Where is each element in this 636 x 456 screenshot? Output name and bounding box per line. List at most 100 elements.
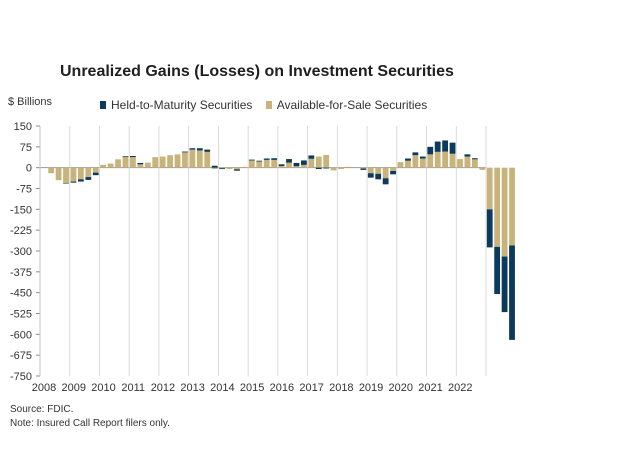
source-note: Source: FDIC. bbox=[10, 404, 74, 415]
bar-available-for-sale bbox=[300, 164, 307, 168]
bar-available-for-sale bbox=[375, 167, 382, 174]
bar-available-for-sale bbox=[115, 159, 121, 168]
bar-held-to-maturity bbox=[486, 209, 493, 248]
bar-available-for-sale bbox=[419, 158, 426, 168]
bar-available-for-sale bbox=[234, 167, 240, 170]
bar-held-to-maturity bbox=[63, 182, 69, 184]
bar-held-to-maturity bbox=[77, 179, 84, 182]
bar-available-for-sale bbox=[152, 157, 159, 168]
bar-available-for-sale bbox=[286, 162, 292, 168]
bar-held-to-maturity bbox=[300, 160, 307, 165]
bar-available-for-sale bbox=[271, 159, 278, 168]
x-tick-label: 2022 bbox=[448, 382, 472, 394]
chart-title: Unrealized Gains (Losses) on Investment … bbox=[60, 63, 454, 80]
bar-available-for-sale bbox=[330, 167, 337, 171]
bar-held-to-maturity bbox=[204, 149, 211, 152]
bar-available-for-sale bbox=[263, 159, 270, 168]
y-tick-label: -300 bbox=[10, 246, 32, 258]
bar-held-to-maturity bbox=[367, 173, 374, 178]
y-tick-label: -675 bbox=[10, 350, 32, 362]
bar-held-to-maturity bbox=[122, 156, 129, 158]
x-tick-label: 2009 bbox=[61, 382, 85, 394]
bar-held-to-maturity bbox=[449, 142, 456, 154]
bar-available-for-sale bbox=[189, 149, 196, 168]
bar-available-for-sale bbox=[137, 164, 144, 168]
bar-available-for-sale bbox=[100, 164, 107, 168]
bar-available-for-sale bbox=[55, 167, 62, 181]
bar-held-to-maturity bbox=[256, 160, 263, 162]
x-tick-label: 2021 bbox=[418, 382, 442, 394]
bar-held-to-maturity bbox=[219, 168, 226, 170]
bar-available-for-sale bbox=[405, 160, 411, 168]
bar-available-for-sale bbox=[397, 162, 404, 168]
bar-available-for-sale bbox=[360, 167, 367, 169]
bar-available-for-sale bbox=[159, 156, 166, 168]
bar-held-to-maturity bbox=[196, 148, 203, 151]
bar-available-for-sale bbox=[256, 161, 263, 168]
y-tick-label: -225 bbox=[10, 225, 32, 237]
bar-available-for-sale bbox=[471, 159, 478, 168]
bar-held-to-maturity bbox=[234, 169, 240, 171]
bar-available-for-sale bbox=[219, 167, 226, 169]
y-tick-label: -75 bbox=[16, 184, 32, 196]
bar-held-to-maturity bbox=[509, 245, 515, 340]
bar-available-for-sale bbox=[494, 167, 501, 247]
bar-available-for-sale bbox=[449, 153, 456, 168]
bar-held-to-maturity bbox=[390, 171, 396, 175]
bar-available-for-sale bbox=[174, 154, 181, 168]
x-tick-label: 2013 bbox=[180, 382, 204, 394]
y-tick-label: 150 bbox=[14, 121, 32, 133]
bar-available-for-sale bbox=[226, 167, 233, 170]
y-tick-label: -750 bbox=[10, 371, 32, 383]
bar-available-for-sale bbox=[122, 157, 129, 168]
y-tick-label: -450 bbox=[10, 288, 32, 300]
bar-held-to-maturity bbox=[494, 246, 501, 295]
bar-held-to-maturity bbox=[189, 148, 196, 150]
legend-label-afs: Available-for-Sale Securities bbox=[276, 98, 428, 112]
bar-held-to-maturity bbox=[471, 158, 478, 160]
bar-available-for-sale bbox=[77, 167, 84, 180]
bar-held-to-maturity bbox=[70, 181, 77, 183]
bar-held-to-maturity bbox=[501, 256, 508, 313]
bar-held-to-maturity bbox=[92, 172, 99, 176]
y-axis-unit-label: $ Billions bbox=[8, 96, 53, 108]
bar-held-to-maturity bbox=[323, 167, 330, 169]
bar-available-for-sale bbox=[323, 154, 330, 168]
legend-item-afs: Available-for-Sale Securities bbox=[265, 98, 428, 112]
bar-held-to-maturity bbox=[137, 162, 144, 165]
bar-available-for-sale bbox=[107, 163, 114, 168]
bar-held-to-maturity bbox=[211, 165, 218, 168]
y-tick-label: -525 bbox=[10, 309, 32, 321]
bar-held-to-maturity bbox=[286, 159, 292, 163]
bar-held-to-maturity bbox=[263, 158, 270, 160]
x-tick-label: 2020 bbox=[389, 382, 413, 394]
y-tick-label: -375 bbox=[10, 267, 32, 279]
bar-available-for-sale bbox=[293, 166, 300, 168]
legend-swatch-htm bbox=[100, 101, 106, 109]
y-tick-label: -600 bbox=[10, 329, 32, 341]
x-tick-label: 2014 bbox=[210, 382, 234, 394]
x-tick-label: 2018 bbox=[329, 382, 353, 394]
bar-available-for-sale bbox=[278, 166, 285, 168]
bar-available-for-sale bbox=[241, 166, 248, 168]
bar-held-to-maturity bbox=[293, 162, 300, 167]
bar-held-to-maturity bbox=[85, 177, 92, 180]
x-tick-label: 2017 bbox=[299, 382, 323, 394]
bar-available-for-sale bbox=[382, 167, 389, 179]
bar-available-for-sale bbox=[308, 158, 315, 168]
bar-available-for-sale bbox=[367, 167, 374, 174]
bar-held-to-maturity bbox=[382, 178, 389, 185]
bar-available-for-sale bbox=[427, 154, 434, 168]
bar-held-to-maturity bbox=[464, 154, 471, 157]
bar-held-to-maturity bbox=[442, 140, 449, 152]
bar-available-for-sale bbox=[144, 162, 151, 168]
bar-available-for-sale bbox=[434, 151, 441, 168]
x-tick-label: 2016 bbox=[270, 382, 294, 394]
bar-available-for-sale bbox=[486, 167, 493, 210]
bar-held-to-maturity bbox=[412, 152, 419, 156]
bar-available-for-sale bbox=[315, 156, 322, 168]
bar-available-for-sale bbox=[167, 155, 173, 168]
bar-held-to-maturity bbox=[434, 141, 441, 152]
bar-held-to-maturity bbox=[248, 159, 255, 161]
